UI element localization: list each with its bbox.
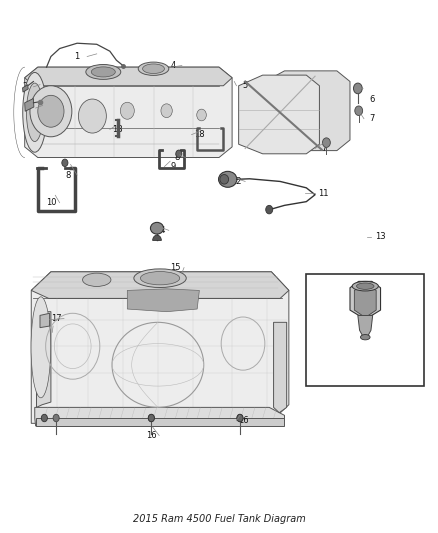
Circle shape [78,99,106,133]
Circle shape [62,159,68,166]
Text: 15: 15 [170,263,180,272]
Ellipse shape [138,62,169,75]
Circle shape [161,104,172,118]
Text: 2: 2 [22,82,27,91]
Text: 10: 10 [46,198,56,207]
Ellipse shape [360,335,370,340]
Circle shape [176,150,182,158]
Text: 7: 7 [369,114,374,123]
Polygon shape [31,272,289,298]
Text: 3: 3 [24,103,30,112]
Ellipse shape [143,64,164,74]
Circle shape [30,86,72,137]
Ellipse shape [357,283,374,289]
Polygon shape [22,85,28,92]
Text: 5: 5 [243,81,248,90]
Circle shape [53,414,59,422]
Ellipse shape [26,83,43,142]
Ellipse shape [352,281,378,291]
Polygon shape [354,286,376,316]
Circle shape [237,414,243,422]
Text: 4: 4 [170,61,176,70]
Ellipse shape [23,72,47,152]
Text: 1: 1 [74,52,80,61]
Circle shape [148,414,154,422]
Text: 16: 16 [39,328,49,337]
Polygon shape [127,289,199,312]
Text: 8: 8 [66,171,71,180]
Text: 8: 8 [175,153,180,162]
FancyBboxPatch shape [306,274,424,386]
Circle shape [41,414,47,422]
Polygon shape [31,272,289,423]
Ellipse shape [86,64,121,79]
Text: 17: 17 [51,314,62,323]
Text: 18: 18 [113,125,123,134]
Polygon shape [36,418,284,426]
Text: 2015 Ram 4500 Fuel Tank Diagram: 2015 Ram 4500 Fuel Tank Diagram [133,514,305,524]
Polygon shape [35,407,285,426]
Text: 6: 6 [369,94,374,103]
Polygon shape [25,99,34,111]
Polygon shape [36,312,51,407]
Text: 13: 13 [375,232,386,241]
Ellipse shape [134,269,186,287]
Wedge shape [152,235,161,240]
Polygon shape [40,313,49,328]
Circle shape [120,102,134,119]
Text: 16: 16 [146,431,157,440]
Text: 9: 9 [170,162,176,171]
Ellipse shape [31,297,51,398]
Text: 16: 16 [238,416,248,425]
Polygon shape [25,67,232,86]
Circle shape [237,414,243,422]
Circle shape [353,83,362,94]
Polygon shape [239,75,319,154]
Text: 12: 12 [231,177,242,186]
Ellipse shape [141,271,180,285]
Circle shape [197,109,206,121]
Polygon shape [350,281,381,316]
Circle shape [148,414,154,422]
Polygon shape [25,67,232,158]
Polygon shape [358,316,373,337]
Circle shape [38,95,64,127]
Circle shape [322,138,330,148]
Polygon shape [274,322,287,413]
Ellipse shape [219,171,237,187]
Text: 14: 14 [155,226,165,235]
Text: 7: 7 [321,144,326,153]
Ellipse shape [91,67,115,77]
Text: 11: 11 [318,189,329,198]
Ellipse shape [220,174,229,184]
Circle shape [355,106,363,116]
Circle shape [266,205,273,214]
Ellipse shape [150,222,163,234]
Ellipse shape [82,273,111,286]
Polygon shape [267,71,350,151]
Text: 18: 18 [194,130,205,139]
